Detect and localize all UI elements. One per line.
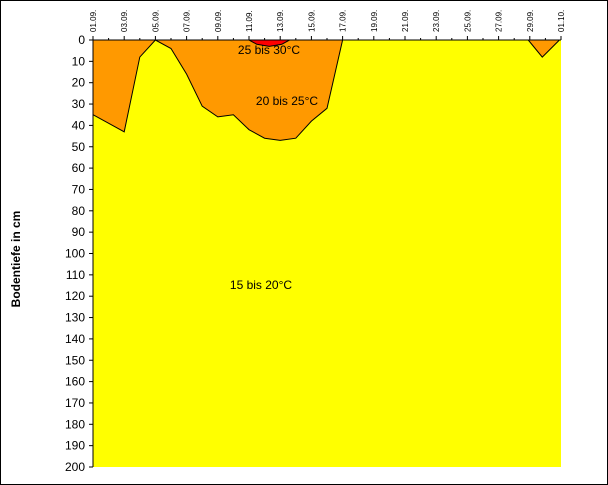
y-tick-label: 120 bbox=[65, 289, 85, 303]
y-tick-label: 70 bbox=[72, 182, 86, 196]
zone-labels: 15 bis 20°C 20 bis 25°C 25 bis 30°C bbox=[230, 43, 319, 292]
y-tick-label: 150 bbox=[65, 353, 85, 367]
x-tick-label: 15.09. bbox=[307, 10, 316, 32]
y-tick-label: 30 bbox=[72, 97, 86, 111]
x-tick-label: 13.09. bbox=[276, 10, 285, 32]
y-tick-label: 90 bbox=[72, 225, 86, 239]
x-tick-label: 05.09. bbox=[151, 10, 160, 32]
y-tick-label: 60 bbox=[72, 161, 86, 175]
zone-20-25-area-1 bbox=[528, 40, 560, 58]
y-tick-label: 40 bbox=[72, 118, 86, 132]
x-tick-label: 19.09. bbox=[370, 10, 379, 32]
x-tick-label: 01.09. bbox=[89, 10, 98, 32]
y-tick-label: 80 bbox=[72, 204, 86, 218]
x-tick-label: 07.09. bbox=[183, 10, 192, 32]
zone-label-20-25: 20 bis 25°C bbox=[256, 94, 319, 108]
x-tick-label: 25.09. bbox=[463, 10, 472, 32]
zone-20-25-area-0 bbox=[93, 40, 343, 141]
x-tick-label: 11.09. bbox=[245, 10, 254, 32]
y-tick-label: 10 bbox=[72, 54, 86, 68]
y-tick-label: 140 bbox=[65, 332, 85, 346]
y-tick-label: 110 bbox=[66, 268, 85, 282]
y-tick-label: 50 bbox=[72, 140, 86, 154]
zone-25-30-boundary-0 bbox=[248, 39, 290, 47]
y-tick-label: 190 bbox=[65, 439, 85, 453]
y-tick-label: 180 bbox=[65, 417, 85, 431]
y-tick-label: 20 bbox=[72, 76, 86, 90]
y-tick-label: 160 bbox=[65, 375, 85, 389]
axes: 0 10 20 30 40 50 60 70 80 90 100 110 120 130 140 150 160… bbox=[65, 10, 566, 474]
plot-area bbox=[92, 39, 561, 467]
zone-20-25-boundary-1 bbox=[527, 39, 560, 58]
zone-label-15-20: 15 bis 20°C bbox=[230, 278, 293, 292]
zone-25-30-area-0 bbox=[249, 40, 290, 47]
x-tick-label: 17.09. bbox=[339, 10, 348, 32]
x-tick-label: 29.09. bbox=[526, 10, 535, 32]
zone-20-25-boundary-0 bbox=[92, 39, 344, 141]
x-tick-label: 21.09. bbox=[401, 10, 410, 32]
x-tick-label: 09.09. bbox=[214, 10, 223, 32]
x-tick-label: 27.09. bbox=[495, 10, 504, 32]
y-tick-label: 0 bbox=[78, 33, 85, 47]
y-tick-label: 100 bbox=[65, 247, 85, 261]
zone-15-20-area bbox=[93, 40, 561, 467]
x-tick-label: 23.09. bbox=[432, 10, 441, 32]
zone-label-25-30: 25 bis 30°C bbox=[238, 43, 301, 57]
y-tick-label: 130 bbox=[65, 311, 85, 325]
x-tick-label: 01.10. bbox=[557, 10, 566, 32]
x-tick-label: 03.09. bbox=[120, 10, 129, 32]
y-tick-label: 170 bbox=[65, 396, 85, 410]
y-tick-label: 200 bbox=[65, 460, 85, 474]
